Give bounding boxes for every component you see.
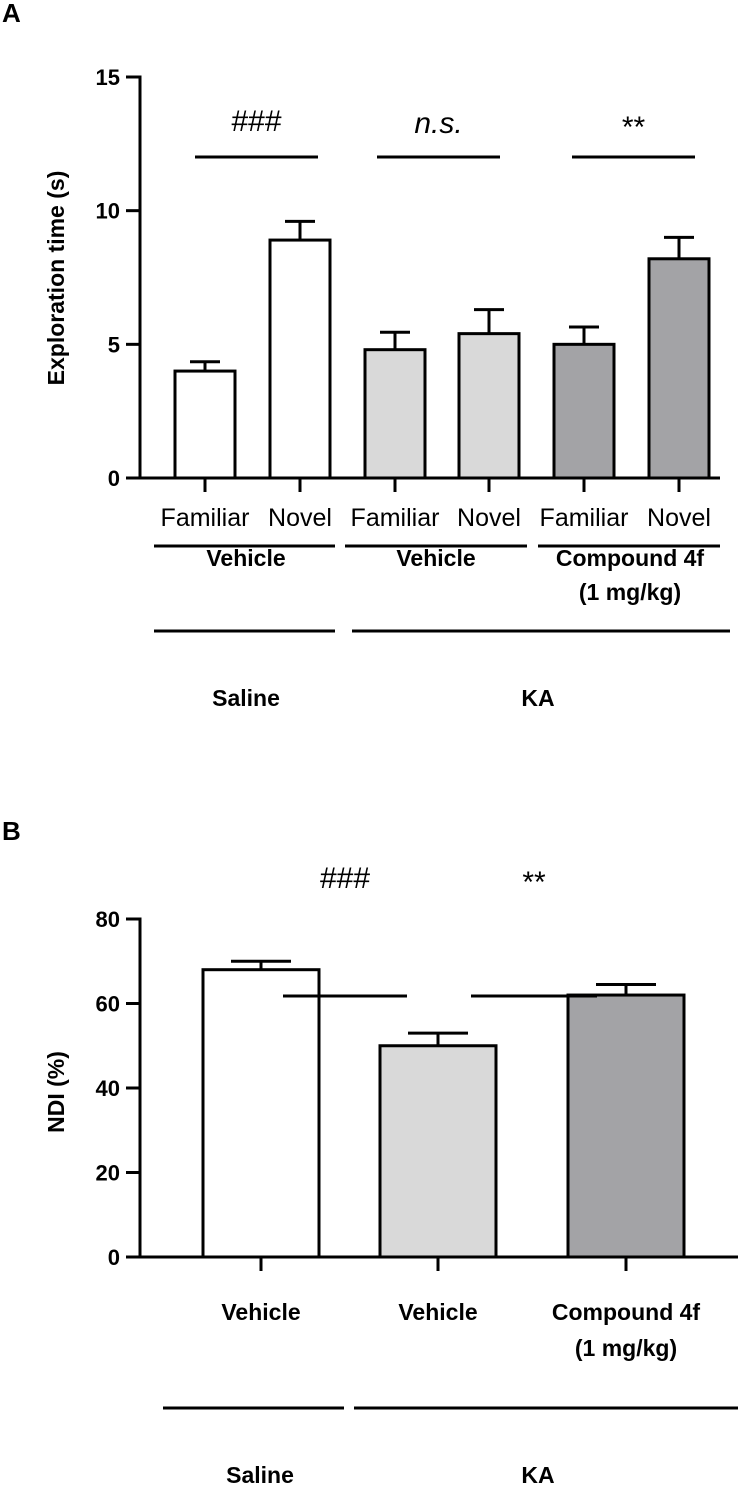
panel-b-category-label: Vehicle bbox=[398, 1299, 477, 1325]
panel-a-bar bbox=[457, 332, 521, 480]
panel-b-y-tick-label: 40 bbox=[96, 1076, 120, 1101]
panel-b-plot: 0 20 40 60 80 Vehicle Vehicle Compound 4f (1 mg/… bbox=[96, 862, 738, 1361]
panel-a-group-label-2: Vehicle bbox=[396, 545, 475, 571]
panel-a-category-label: Novel bbox=[268, 504, 332, 532]
panel-b-significance-label: ### bbox=[320, 862, 370, 895]
panel-a-label: A bbox=[2, 0, 21, 28]
panel-a-bar bbox=[268, 238, 332, 480]
panel-b-supergroup-label-1: Saline bbox=[226, 1462, 294, 1485]
panel-b-bar bbox=[566, 993, 686, 1259]
panel-b-y-axis-label: NDI (%) bbox=[43, 1051, 69, 1133]
panel-a-category-label: Familiar bbox=[351, 504, 440, 532]
panel-b-bar bbox=[201, 968, 321, 1259]
panel-b-bar bbox=[378, 1044, 498, 1259]
panel-a-category-label: Familiar bbox=[540, 504, 629, 532]
panel-a-bar bbox=[363, 348, 427, 480]
panel-b-category-label: Vehicle bbox=[221, 1299, 300, 1325]
panel-a-group-label-1: Vehicle bbox=[206, 545, 285, 571]
panel-b-supergroup-label-2: KA bbox=[521, 1462, 554, 1485]
panel-b-category-sublabel: (1 mg/kg) bbox=[575, 1335, 677, 1361]
panel-a-supergroup-label-1: Saline bbox=[212, 685, 280, 711]
panel-a-plot: 0 5 10 15 Familiar Novel Familiar Novel Familiar… bbox=[96, 65, 720, 532]
panel-a-y-tick-label: 15 bbox=[96, 65, 120, 90]
panel-a-group-label-3: Compound 4f bbox=[556, 545, 705, 571]
panel-a-supergroup-label-2: KA bbox=[521, 685, 554, 711]
panel-a-significance-label: ** bbox=[622, 111, 646, 144]
panel-a-group-label-3-line2: (1 mg/kg) bbox=[579, 579, 681, 605]
panel-b-label: B bbox=[2, 816, 21, 846]
panel-a-y-tick-label: 0 bbox=[108, 466, 120, 491]
panel-a-category-label: Novel bbox=[457, 504, 521, 532]
panel-a-y-tick-label: 10 bbox=[96, 199, 120, 224]
panel-a-significance-label: ### bbox=[231, 105, 281, 138]
panel-a-significance-label: n.s. bbox=[414, 107, 462, 140]
panel-a-bar bbox=[552, 342, 616, 480]
panel-a-bar bbox=[173, 369, 237, 480]
panel-a-category-label: Familiar bbox=[161, 504, 250, 532]
panel-b-y-tick-label: 60 bbox=[96, 992, 120, 1017]
panel-b-y-tick-label: 80 bbox=[96, 907, 120, 932]
panel-b-significance-label: ** bbox=[522, 866, 546, 899]
panel-a-y-axis-label: Exploration time (s) bbox=[43, 171, 69, 386]
panel-a-category-label: Novel bbox=[647, 504, 711, 532]
panel-a-bar bbox=[647, 257, 711, 480]
panel-b-category-label: Compound 4f bbox=[552, 1299, 701, 1325]
panel-b-y-tick-label: 20 bbox=[96, 1161, 120, 1186]
panel-a-y-tick-label: 5 bbox=[108, 332, 120, 357]
panel-b-y-tick-label: 0 bbox=[108, 1245, 120, 1270]
